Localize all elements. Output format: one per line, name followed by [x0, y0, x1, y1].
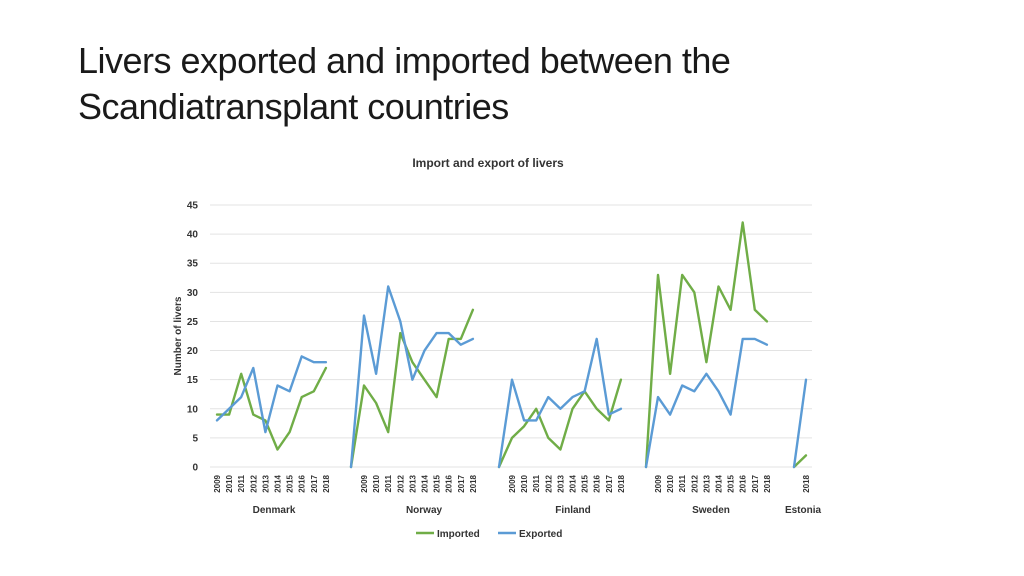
- x-tick-label: 2016: [298, 474, 307, 492]
- x-tick-label: 2016: [445, 474, 454, 492]
- x-tick-label: 2017: [310, 474, 319, 492]
- series-exported-sweden: [644, 337, 769, 469]
- x-tick-label: 2013: [702, 474, 711, 492]
- y-tick-label: 35: [187, 259, 199, 270]
- x-tick-label: 2013: [261, 474, 270, 492]
- y-axis-label: Number of livers: [173, 296, 184, 375]
- x-tick-label: 2015: [581, 474, 590, 492]
- series-imported-norway: [349, 308, 475, 469]
- gridlines: [210, 204, 812, 468]
- x-tick-label: 2014: [421, 474, 430, 492]
- legend-label-exported: Exported: [519, 529, 562, 540]
- slide-title-line-1: Livers exported and imported between the: [78, 40, 731, 81]
- y-tick-label: 25: [187, 317, 199, 328]
- series-imported-estonia: [792, 454, 808, 469]
- x-tick-label: 2017: [457, 474, 466, 492]
- x-tick-label: 2016: [593, 474, 602, 492]
- y-tick-label: 30: [187, 288, 199, 299]
- x-tick-label: 2018: [322, 474, 331, 492]
- x-tick-label: 2016: [739, 474, 748, 492]
- x-tick-label: 2010: [520, 474, 529, 492]
- group-label-sweden: Sweden: [692, 505, 730, 516]
- x-tick-label: 2015: [286, 474, 295, 492]
- series-imported-finland: [497, 378, 623, 469]
- series-exported-denmark: [215, 355, 328, 434]
- x-tick-label: 2014: [569, 474, 578, 492]
- x-tick-label: 2010: [225, 474, 234, 492]
- series-exported-norway: [349, 285, 475, 469]
- y-tick-label: 20: [187, 346, 199, 357]
- series-exported-estonia: [792, 378, 808, 469]
- x-tick-label: 2015: [727, 474, 736, 492]
- x-tick-label: 2011: [384, 474, 393, 492]
- group-label-norway: Norway: [406, 505, 443, 516]
- x-tick-label: 2011: [532, 474, 541, 492]
- x-axis-group-labels: Denmark Norway Finland Sweden Estonia: [253, 505, 822, 516]
- x-tick-label: 2018: [469, 474, 478, 492]
- x-tick-label: 2018: [802, 474, 811, 492]
- x-tick-label: 2009: [654, 474, 663, 492]
- x-tick-label: 2018: [763, 474, 772, 492]
- x-tick-label: 2009: [360, 474, 369, 492]
- x-tick-label: 2010: [666, 474, 675, 492]
- y-tick-label: 45: [187, 201, 199, 212]
- x-tick-label: 2012: [249, 474, 258, 492]
- legend-label-imported: Imported: [437, 529, 480, 540]
- y-tick-label: 40: [187, 230, 199, 241]
- y-axis-ticks: 0 5 10 15 20 25 30 35 40 45: [187, 201, 199, 474]
- x-tick-label: 2009: [213, 474, 222, 492]
- x-tick-label: 2014: [274, 474, 283, 492]
- x-tick-label: 2017: [605, 474, 614, 492]
- series-imported-sweden: [644, 221, 769, 469]
- x-tick-label: 2010: [372, 474, 381, 492]
- group-label-finland: Finland: [555, 505, 591, 516]
- group-label-denmark: Denmark: [253, 505, 296, 516]
- x-tick-label: 2012: [396, 474, 405, 492]
- series-lines: [215, 221, 808, 469]
- legend: Imported Exported: [416, 529, 562, 540]
- y-tick-label: 10: [187, 404, 199, 415]
- x-tick-label: 2017: [751, 474, 760, 492]
- x-tick-label: 2012: [690, 474, 699, 492]
- group-label-estonia: Estonia: [785, 505, 822, 516]
- y-tick-label: 0: [192, 463, 198, 474]
- x-tick-label: 2015: [433, 474, 442, 492]
- chart-title: Import and export of livers: [412, 156, 564, 170]
- x-tick-label: 2018: [617, 474, 626, 492]
- x-tick-label: 2013: [556, 474, 565, 492]
- series-imported-denmark: [215, 366, 328, 451]
- x-tick-label: 2011: [237, 474, 246, 492]
- y-tick-label: 5: [192, 433, 198, 444]
- x-tick-label: 2009: [508, 474, 517, 492]
- y-tick-label: 15: [187, 375, 199, 386]
- slide-title: Livers exported and imported between the…: [78, 38, 731, 130]
- series-exported-finland: [497, 337, 623, 469]
- x-tick-label: 2011: [678, 474, 687, 492]
- slide-title-line-2: Scandiatransplant countries: [78, 86, 509, 127]
- x-axis-ticks: 2009 2010 2011 2012 2013 2014 2015 2016 2017 2018…: [213, 474, 811, 492]
- x-tick-label: 2013: [408, 474, 417, 492]
- x-tick-label: 2012: [544, 474, 553, 492]
- x-tick-label: 2014: [715, 474, 724, 492]
